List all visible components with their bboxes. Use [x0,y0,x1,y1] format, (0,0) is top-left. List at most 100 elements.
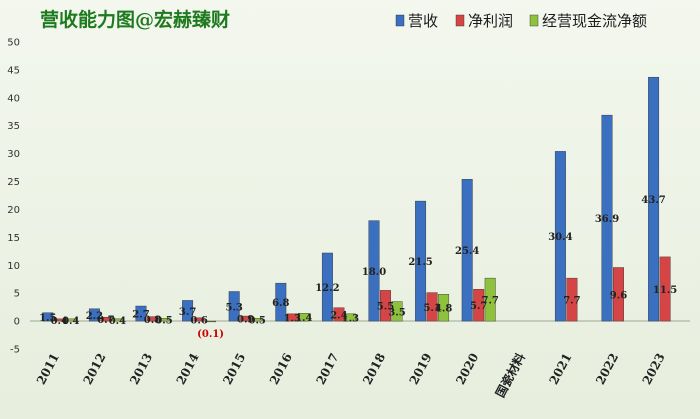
bar-1-13 [601,114,613,322]
data-label-1-8: 18.0 [362,267,386,278]
bar-1-6 [275,282,287,322]
bars [42,76,671,323]
bar-1-14 [648,76,660,322]
data-label-3-3: 0.5 [155,316,172,327]
y-axis: -5 0 5 10 15 20 25 30 35 40 45 50 [7,38,20,356]
bar-2-6 [286,313,298,322]
bar-2-14 [659,256,671,322]
data-label-3-5: 0.5 [248,316,265,327]
data-labels: 1.5 2.2 2.7 3.7 5.3 6.8 12.2 18.0 21.5 25.4 30.4 36… [39,195,677,340]
legend: 营收 净利润 经营现金流净额 [395,12,647,30]
legend-swatch-1 [395,14,405,27]
bar-1-4 [182,300,194,322]
x-tick-label: 2018 [360,351,388,387]
y-tick-label: -5 [10,345,20,356]
bar-2-2 [100,316,112,322]
y-tick-label: 50 [7,38,20,49]
bar-2-3 [147,316,158,322]
x-tick-label: 2021 [547,351,575,387]
bar-2-7 [333,307,345,322]
x-tick-label: 2014 [174,351,202,387]
x-tick-label: 2013 [127,351,155,387]
bar-1-12 [554,151,566,322]
bar-1-7 [321,252,333,322]
data-label-2-5: 0.9 [237,315,254,326]
bar-1-9 [415,200,427,322]
bar-3-10 [484,277,496,322]
data-label-2-8: 5.5 [377,302,394,313]
y-tick-label: 10 [7,261,20,272]
y-tick-label: 45 [7,65,20,76]
bar-1-2 [88,308,100,322]
x-tick-label: 2016 [267,351,295,387]
x-axis: 2011 2012 2013 2014 2015 2016 2017 2018 2019 2020… [34,350,668,399]
chart-title: 营收能力图@宏赫臻财 [40,8,230,31]
legend-swatch-3 [529,14,539,27]
bar-3-9 [438,294,450,322]
data-label-1-14: 43.7 [641,195,665,206]
bar-3-4 [205,320,217,323]
bar-1-1 [42,312,54,322]
bar-2-10 [473,289,485,322]
bar-3-8 [391,301,403,322]
y-tick-label: 35 [7,121,20,132]
x-tick-label: 国瓷材料 [492,350,528,399]
legend-label-3: 经营现金流净额 [542,12,647,30]
x-tick-label: 2012 [81,351,109,387]
x-tick-label: 2017 [314,351,342,387]
data-label-1-13: 36.9 [595,214,619,225]
bar-3-3 [158,318,170,322]
x-tick-label: 2011 [34,351,62,387]
data-label-2-13: 9.6 [610,290,627,301]
data-label-1-5: 5.3 [225,302,242,313]
data-label-1-3: 2.7 [132,310,149,321]
data-label-1-4: 3.7 [179,307,196,318]
y-tick-label: 15 [7,233,20,244]
y-tick-label: 0 [14,317,20,328]
data-label-1-2: 2.2 [86,311,103,322]
data-label-2-4: 0.6 [190,315,207,326]
data-label-3-9: 4.8 [435,304,452,315]
x-tick-label: 2020 [453,351,481,387]
y-tick-label: 5 [14,289,20,300]
data-label-2-14: 11.5 [653,285,677,296]
bar-1-10 [461,179,473,322]
data-label-3-1: 0.4 [62,316,79,327]
bar-2-4 [193,317,205,322]
data-label-1-1: 1.5 [39,313,56,324]
data-label-3-10: 7.7 [481,296,498,307]
data-label-1-10: 25.4 [455,246,479,257]
y-tick-label: 20 [7,205,20,216]
x-tick-label: 2015 [220,351,248,387]
bar-1-8 [368,220,380,322]
bar-2-8 [380,290,391,322]
data-label-2-9: 5.1 [423,303,440,314]
data-label-3-2: 0.4 [109,316,126,327]
data-label-2-12: 7.7 [563,296,580,307]
data-label-2-7: 2.4 [330,310,347,321]
data-label-3-4: (0.1) [197,329,224,340]
y-tick-label: 40 [7,93,20,104]
legend-swatch-2 [455,14,465,27]
bar-1-5 [228,291,240,322]
bar-2-5 [240,315,252,322]
bar-2-12 [566,277,578,322]
data-label-1-9: 21.5 [408,257,432,268]
y-tick-label: 25 [7,177,20,188]
legend-label-1: 营收 [408,12,438,30]
x-tick-label: 2019 [407,351,435,387]
bar-3-6 [298,313,310,322]
x-tick-label: 2023 [640,351,668,387]
bar-3-5 [251,318,263,322]
bar-1-3 [135,305,147,322]
data-label-3-8: 3.5 [388,307,405,318]
bar-3-7 [344,313,356,322]
data-label-2-1: 0.4 [51,316,68,327]
data-label-2-3: 0.8 [144,315,161,326]
data-label-2-2: 0.7 [97,315,114,326]
data-label-3-6: 1.4 [295,313,312,324]
data-label-2-6: 1.3 [284,313,301,324]
bar-3-1 [65,318,77,322]
